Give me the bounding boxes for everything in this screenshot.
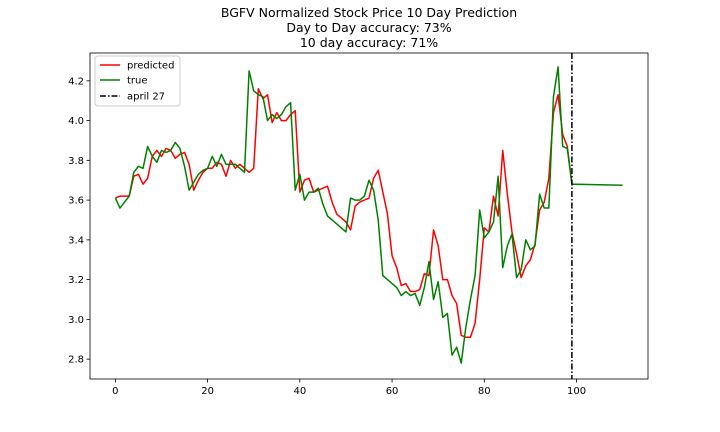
y-tick-label: 3.6 [68,196,84,207]
y-tick-label: 4.2 [68,76,84,87]
x-tick-label: 80 [478,386,491,397]
legend-label-april-27: april 27 [127,92,165,103]
y-tick-label: 3.0 [68,315,84,326]
y-tick-label: 3.4 [68,235,84,246]
x-tick-label: 60 [386,386,399,397]
x-tick-label: 40 [293,386,306,397]
chart-title: BGFV Normalized Stock Price 10 Day Predi… [221,5,517,20]
plot-area [114,53,623,379]
chart-subtitle-line-1: Day to Day accuracy: 73% [286,20,451,35]
y-tick-label: 3.8 [68,156,84,167]
x-tick-label: 0 [112,386,118,397]
series-line-true [114,66,573,364]
x-tick-label: 100 [567,386,586,397]
chart-subtitle-line-2: 10 day accuracy: 71% [300,35,438,50]
legend-label-true: true [127,76,148,87]
series-group [114,53,623,379]
legend: predicted true april 27 [94,55,181,107]
y-tick-label: 4.0 [68,116,84,127]
y-tick-label: 3.2 [68,275,84,286]
y-tick-label: 2.8 [68,355,84,366]
forecast-line [571,183,623,186]
legend-box [94,55,181,107]
axes-frame [89,52,649,380]
x-tick-label: 20 [201,386,214,397]
axes: 0 20 40 60 80 100 2.8 3.0 3.2 3.4 3.6 3.8 4.0 4.2 [68,52,649,397]
legend-label-predicted: predicted [127,61,174,72]
